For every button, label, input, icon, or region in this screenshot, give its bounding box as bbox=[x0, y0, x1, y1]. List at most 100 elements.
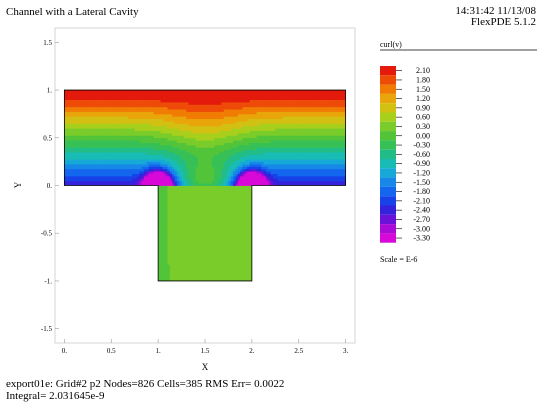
field-cell bbox=[235, 240, 239, 244]
field-cell bbox=[195, 269, 199, 272]
field-cell bbox=[179, 142, 182, 146]
field-cell bbox=[137, 164, 140, 167]
field-cell bbox=[108, 142, 112, 146]
field-cell bbox=[235, 245, 239, 248]
field-cell bbox=[113, 106, 117, 110]
field-cell bbox=[214, 233, 218, 237]
field-cell bbox=[223, 116, 227, 120]
field-cell bbox=[179, 233, 182, 237]
field-cell bbox=[212, 228, 215, 232]
field-cell bbox=[226, 173, 229, 177]
field-cell bbox=[251, 230, 255, 234]
field-cell bbox=[69, 171, 72, 174]
field-cell bbox=[162, 271, 166, 275]
field-cell bbox=[195, 180, 199, 184]
field-cell bbox=[205, 94, 208, 98]
field-cell bbox=[181, 173, 185, 177]
field-cell bbox=[111, 171, 114, 174]
field-cell bbox=[242, 195, 246, 198]
field-cell bbox=[247, 202, 250, 205]
field-cell bbox=[153, 116, 157, 120]
field-cell bbox=[254, 116, 257, 120]
field-cell bbox=[179, 90, 182, 93]
field-cell bbox=[221, 257, 225, 260]
field-cell bbox=[134, 104, 138, 108]
field-cell bbox=[226, 238, 229, 241]
field-cell bbox=[169, 259, 173, 263]
field-cell bbox=[141, 173, 145, 177]
field-cell bbox=[214, 171, 218, 174]
field-cell bbox=[219, 164, 222, 167]
field-cell bbox=[153, 109, 157, 112]
field-cell bbox=[202, 118, 206, 122]
field-cell bbox=[76, 113, 79, 117]
field-cell bbox=[73, 161, 77, 165]
field-cell bbox=[207, 142, 211, 146]
field-cell bbox=[99, 94, 103, 98]
field-cell bbox=[226, 261, 229, 265]
field-cell bbox=[228, 221, 232, 225]
field-cell bbox=[235, 137, 239, 141]
field-cell bbox=[158, 261, 161, 265]
field-cell bbox=[202, 247, 206, 251]
field-cell bbox=[73, 180, 77, 184]
field-cell bbox=[132, 90, 136, 93]
field-cell bbox=[172, 140, 175, 143]
field-cell bbox=[209, 185, 213, 189]
field-cell bbox=[240, 125, 243, 129]
field-cell bbox=[226, 175, 229, 179]
field-cell bbox=[197, 221, 201, 225]
field-cell bbox=[200, 147, 204, 151]
field-cell bbox=[197, 104, 201, 108]
field-cell bbox=[172, 147, 175, 151]
field-cell bbox=[228, 264, 232, 268]
field-cell bbox=[230, 223, 234, 227]
field-cell bbox=[188, 249, 192, 253]
field-cell bbox=[221, 111, 225, 115]
field-cell bbox=[130, 94, 133, 98]
field-cell bbox=[115, 133, 119, 136]
field-cell bbox=[247, 121, 250, 124]
field-cell bbox=[193, 249, 197, 253]
field-cell bbox=[256, 128, 260, 132]
field-cell bbox=[188, 245, 192, 248]
field-cell bbox=[120, 137, 124, 141]
field-cell bbox=[158, 154, 161, 158]
field-cell bbox=[125, 183, 129, 186]
field-cell bbox=[209, 187, 213, 191]
field-cell bbox=[115, 180, 119, 184]
field-cell bbox=[162, 221, 166, 225]
field-cell bbox=[174, 259, 178, 263]
field-cell bbox=[115, 144, 119, 148]
field-cell bbox=[130, 183, 133, 186]
field-cell bbox=[172, 118, 175, 122]
field-cell bbox=[247, 104, 250, 108]
field-cell bbox=[151, 168, 154, 172]
field-cell bbox=[251, 166, 255, 170]
field-cell bbox=[113, 154, 117, 158]
field-cell bbox=[106, 99, 110, 103]
field-cell bbox=[130, 175, 133, 179]
field-cell bbox=[144, 116, 147, 120]
field-cell bbox=[214, 259, 218, 263]
field-cell bbox=[73, 90, 77, 93]
field-cell bbox=[167, 216, 171, 220]
field-cell bbox=[256, 152, 260, 155]
field-cell bbox=[205, 273, 208, 277]
field-cell bbox=[188, 202, 192, 205]
field-cell bbox=[230, 276, 234, 279]
field-cell bbox=[174, 97, 178, 100]
field-cell bbox=[151, 125, 154, 129]
field-cell bbox=[254, 94, 257, 98]
field-cell bbox=[132, 180, 136, 184]
field-cell bbox=[158, 164, 161, 167]
field-cell bbox=[151, 171, 154, 174]
field-cell bbox=[188, 147, 192, 151]
field-cell bbox=[216, 97, 220, 100]
field-cell bbox=[183, 221, 187, 225]
field-cell bbox=[132, 97, 136, 100]
field-cell bbox=[186, 204, 189, 208]
field-cell bbox=[169, 113, 173, 117]
field-cell bbox=[174, 238, 178, 241]
field-cell bbox=[66, 152, 70, 155]
